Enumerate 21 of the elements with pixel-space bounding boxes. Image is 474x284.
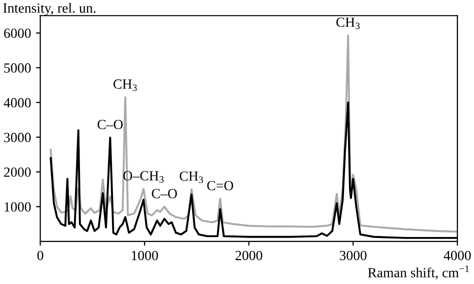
- x-tick-label: 4000: [444, 250, 471, 260]
- annotation: C–O: [98, 120, 123, 130]
- annotation: C–O: [152, 188, 177, 198]
- x-axis-title: Raman shift, cm$^{−1}$: [368, 266, 469, 280]
- annotation: C=O: [207, 180, 234, 190]
- x-tick-label: 2000: [236, 250, 262, 260]
- y-tick-label: 6000: [4, 28, 31, 38]
- y-tick-label: 5000: [4, 63, 31, 73]
- annotation: O–CH$_{3}$: [123, 171, 164, 183]
- line-series: [50, 34, 458, 233]
- x-tick-label: 1000: [132, 250, 158, 260]
- annotation: CH$_{3}$: [336, 18, 360, 30]
- y-tick-label: 4000: [4, 98, 31, 108]
- y-tick-label: 1000: [4, 202, 31, 212]
- x-tick-label: 0: [37, 250, 44, 260]
- y-axis-title: Intensity, rel. un.: [3, 2, 96, 16]
- y-tick-label: 3000: [4, 132, 31, 142]
- y-tick-label: 2000: [4, 168, 31, 177]
- annotation: CH$_{3}$: [113, 79, 137, 91]
- x-tick-label: 3000: [340, 250, 366, 260]
- annotation: CH$_{3}$: [180, 171, 204, 184]
